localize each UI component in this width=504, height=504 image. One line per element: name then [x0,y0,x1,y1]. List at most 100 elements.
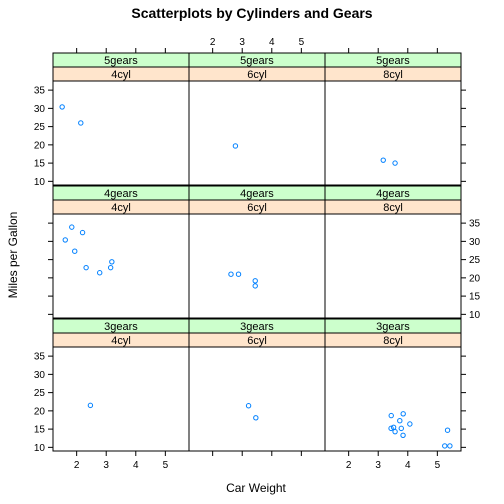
panel-5gears-4cyl: 5gears 4cyl [52,52,190,186]
y-tick-label: 20 [469,273,481,284]
data-point [252,278,258,284]
data-point [444,427,451,433]
cyl-strip-label: 4cyl [111,335,131,347]
panel-plot-area [52,346,190,452]
y-tick-label: 15 [34,425,46,436]
y-tick-label: 35 [34,352,46,363]
panel-3gears-4cyl: 3gears 4cyl [52,318,190,452]
data-point [97,270,103,276]
panel-plot-area [188,346,326,452]
axes: 2 3 4 5 2 3 4 5 2 3 4 5 10 15 20 25 30 35 10 15 20 25 30 35 10 15… [34,37,481,471]
data-point [388,425,394,432]
gear-strip-label: 4gears [104,188,138,200]
y-tick-label: 25 [34,122,46,133]
y-tick-label: 20 [34,406,46,417]
cyl-strip-label: 6cyl [247,335,267,347]
data-point [447,443,453,449]
data-point [407,421,413,427]
gear-strip-label: 5gears [376,55,410,67]
data-point [232,143,239,149]
x-tick-label: 3 [239,37,245,48]
data-point [79,229,86,236]
x-tick-label: 2 [74,460,80,471]
y-tick-label: 20 [34,140,46,151]
panel-4gears-4cyl: 4gears 4cyl [52,185,190,319]
data-point [245,403,252,409]
cyl-strip-label: 6cyl [247,202,267,214]
panel-5gears-8cyl: 5gears 8cyl [324,52,462,186]
data-point [392,428,398,435]
x-tick-label: 5 [299,37,305,48]
y-tick-label: 15 [469,292,481,303]
panel-plot-area [52,80,190,186]
data-point [109,259,115,265]
panel-plot-area [188,213,326,319]
x-tick-label: 2 [210,37,216,48]
data-point [390,424,397,430]
data-point [228,271,234,277]
y-tick-label: 30 [34,370,46,381]
data-point [380,157,386,163]
data-point [59,104,65,110]
panel-plot-area [324,80,462,186]
x-tick-label: 4 [269,37,275,48]
panel-plot-area [52,213,190,319]
panel-3gears-6cyl: 3gears 6cyl [188,318,326,452]
data-point [78,120,84,126]
x-tick-label: 2 [346,460,352,471]
data-point [398,425,404,432]
gear-strip-label: 4gears [376,188,410,200]
cyl-strip-label: 8cyl [383,202,403,214]
data-point [442,443,448,449]
panel-plot-area [188,80,326,186]
y-tick-label: 30 [469,237,481,248]
x-tick-label: 3 [103,460,109,471]
y-tick-label: 10 [469,310,481,321]
y-tick-label: 35 [469,219,481,230]
data-point [400,432,406,439]
data-point [83,264,89,271]
data-point [388,412,394,419]
x-axis-label: Car Weight [226,481,286,495]
panel-4gears-8cyl: 4gears 8cyl [324,185,462,319]
gear-strip-label: 3gears [104,321,138,333]
panel-plot-area [324,346,462,452]
x-tick-label: 3 [375,460,381,471]
cyl-strip-label: 4cyl [111,202,131,214]
y-tick-label: 10 [34,177,46,188]
panel-5gears-6cyl: 5gears 6cyl [188,52,326,186]
y-tick-label: 15 [34,159,46,170]
x-tick-label: 4 [405,460,411,471]
gear-strip-label: 3gears [376,321,410,333]
data-point [107,264,114,271]
x-tick-label: 4 [133,460,139,471]
data-point [397,418,403,424]
gear-strip-label: 3gears [240,321,274,333]
gear-strip-label: 5gears [104,55,138,67]
panel-3gears-8cyl: 3gears 8cyl [324,318,462,452]
data-point [87,402,94,409]
y-tick-label: 35 [34,86,46,97]
y-tick-label: 30 [34,104,46,115]
panel-grid: 5gears 4cyl 5gears 6cyl 5gears 8cyl 4gears 4cyl… [52,52,462,452]
cyl-strip-label: 8cyl [383,335,403,347]
y-tick-label: 25 [34,388,46,399]
cyl-strip-label: 6cyl [247,69,267,81]
cyl-strip-label: 4cyl [111,69,131,81]
data-point [252,283,258,289]
data-point [72,248,78,254]
x-tick-label: 5 [435,460,441,471]
gear-strip-label: 4gears [240,188,274,200]
data-point [69,224,75,230]
y-tick-label: 10 [34,443,46,454]
x-tick-label: 5 [163,460,169,471]
y-axis-label: Miles per Gallon [6,212,20,299]
gear-strip-label: 5gears [240,55,274,67]
chart-title: Scatterplots by Cylinders and Gears [131,5,372,21]
y-tick-label: 25 [469,255,481,266]
panel-4gears-6cyl: 4gears 6cyl [188,185,326,319]
data-point [253,415,259,421]
data-point [62,237,68,243]
data-point [392,160,398,166]
